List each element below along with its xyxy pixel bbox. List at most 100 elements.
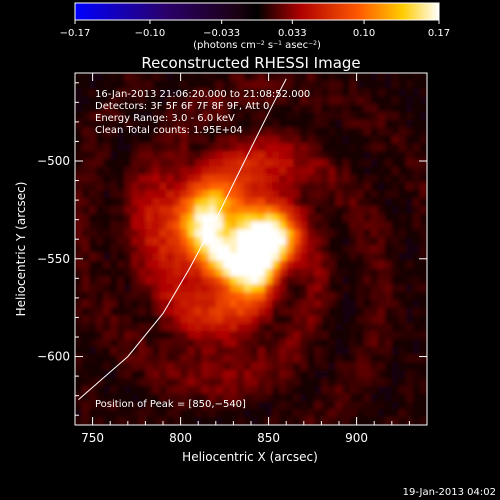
heatmap-cell <box>145 252 154 262</box>
heatmap-cell <box>279 190 287 199</box>
heatmap-cell <box>419 417 427 425</box>
heatmap-cell <box>258 104 266 113</box>
heatmap-cell <box>251 292 259 301</box>
heatmap-cell <box>194 119 203 129</box>
heatmap-cell <box>187 182 196 191</box>
heatmap-cell <box>138 276 146 285</box>
heatmap-cell <box>356 88 365 98</box>
heatmap-cell <box>117 393 125 403</box>
heatmap-cell <box>349 409 358 418</box>
heatmap-cell <box>103 135 111 144</box>
heatmap-cell <box>215 88 224 98</box>
heatmap-cell <box>384 88 393 98</box>
heatmap-cell <box>391 323 400 332</box>
heatmap-cell <box>251 127 259 137</box>
heatmap-cell <box>377 182 386 191</box>
heatmap-cell <box>180 104 189 113</box>
heatmap-cell <box>405 73 414 82</box>
heatmap-cell <box>328 331 337 340</box>
heatmap-cell <box>194 213 203 223</box>
heatmap-cell <box>117 362 125 371</box>
heatmap-cell <box>89 143 97 152</box>
heatmap-cell <box>419 299 427 309</box>
heatmap-cell <box>258 119 266 129</box>
heatmap-cell <box>145 73 154 82</box>
heatmap-cell <box>152 284 161 293</box>
heatmap-cell <box>349 198 358 207</box>
heatmap-cell <box>314 213 322 223</box>
heatmap-cell <box>131 112 139 121</box>
heatmap-cell <box>166 346 175 356</box>
heatmap-cell <box>131 338 139 348</box>
heatmap-cell <box>145 393 154 403</box>
heatmap-cell <box>103 245 111 254</box>
heatmap-cell <box>391 401 400 410</box>
heatmap-cell <box>208 96 217 105</box>
heatmap-cell <box>321 385 330 395</box>
heatmap-cell <box>138 268 146 277</box>
heatmap-cell <box>370 393 379 403</box>
heatmap-cell <box>349 370 358 379</box>
heatmap-cell <box>258 331 266 340</box>
colorbar-tick-label: −0.17 <box>60 28 91 39</box>
heatmap-cell <box>307 127 315 137</box>
heatmap-cell <box>208 135 217 144</box>
heatmap-cell <box>180 299 189 309</box>
heatmap-cell <box>279 135 287 144</box>
heatmap-cell <box>419 378 427 387</box>
heatmap-cell <box>349 385 358 395</box>
heatmap-cell <box>173 174 182 184</box>
heatmap-cell <box>124 151 132 160</box>
heatmap-cell <box>166 323 175 332</box>
heatmap-cell <box>201 354 210 364</box>
heatmap-cell <box>405 276 414 285</box>
heatmap-cell <box>124 190 132 199</box>
heatmap-cell <box>89 252 97 262</box>
heatmap-cell <box>419 104 427 113</box>
heatmap-cell <box>187 401 196 410</box>
heatmap-cell <box>138 409 146 418</box>
heatmap-cell <box>75 245 83 254</box>
heatmap-cell <box>243 354 252 364</box>
heatmap-cell <box>124 307 132 317</box>
heatmap-cell <box>314 174 322 184</box>
heatmap-cell <box>201 80 210 90</box>
heatmap-cell <box>419 323 427 332</box>
heatmap-cell <box>187 393 196 403</box>
heatmap-cell <box>89 260 97 270</box>
heatmap-cell <box>342 205 351 215</box>
heatmap-cell <box>173 315 182 324</box>
heatmap-cell <box>103 292 111 301</box>
heatmap-cell <box>272 245 280 254</box>
heatmap-cell <box>293 159 301 168</box>
heatmap-cell <box>307 73 315 82</box>
heatmap-cell <box>145 88 154 98</box>
heatmap-cell <box>279 260 287 270</box>
heatmap-cell <box>314 315 322 324</box>
heatmap-cell <box>405 80 414 90</box>
heatmap-cell <box>321 221 330 231</box>
heatmap-cell <box>131 96 139 105</box>
heatmap-cell <box>138 221 146 231</box>
heatmap-cell <box>103 104 111 113</box>
heatmap-cell <box>398 401 407 410</box>
heatmap-cell <box>377 346 386 356</box>
heatmap-cell <box>300 385 308 395</box>
heatmap-cell <box>258 237 266 246</box>
heatmap-cell <box>173 245 182 254</box>
heatmap-cell <box>124 323 132 332</box>
heatmap-cell <box>307 252 315 262</box>
heatmap-cell <box>272 80 280 90</box>
heatmap-cell <box>293 190 301 199</box>
heatmap-cell <box>75 143 83 152</box>
heatmap-cell <box>243 143 252 152</box>
heatmap-cell <box>187 245 196 254</box>
heatmap-cell <box>405 245 414 254</box>
heatmap-cell <box>75 370 83 379</box>
heatmap-cell <box>265 284 273 293</box>
heatmap-cell <box>215 284 224 293</box>
heatmap-cell <box>110 190 118 199</box>
heatmap-cell <box>243 174 252 184</box>
heatmap-cell <box>314 338 322 348</box>
heatmap-cell <box>363 276 372 285</box>
